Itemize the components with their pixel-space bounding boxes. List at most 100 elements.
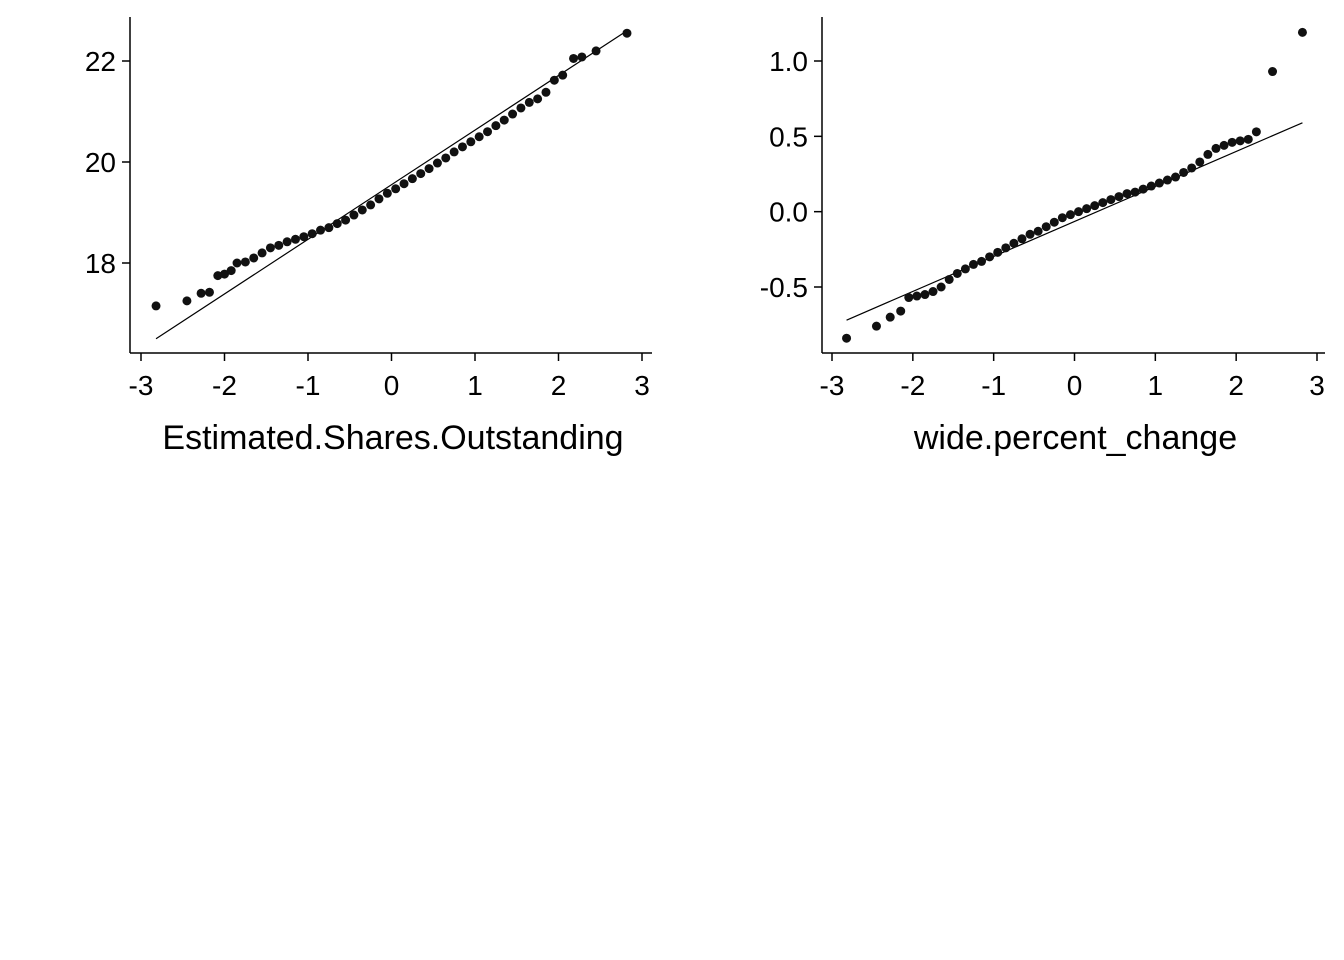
qq-point — [204, 287, 214, 297]
qq-point — [1017, 234, 1027, 244]
qq-point — [993, 247, 1003, 257]
qq-point — [516, 103, 526, 113]
qq-point — [249, 253, 259, 263]
qq-point — [558, 70, 568, 80]
qq-point — [1041, 222, 1051, 232]
y-tick-label: 0.5 — [769, 121, 808, 152]
x-tick-label: 1 — [467, 370, 483, 401]
qq-point — [483, 127, 493, 137]
qq-point — [591, 46, 601, 56]
qq-point — [499, 115, 509, 125]
qq-point — [341, 215, 351, 225]
qq-point — [424, 164, 434, 174]
qq-point — [541, 87, 551, 97]
qq-point — [1243, 134, 1253, 144]
qq-point — [1154, 178, 1164, 188]
qq-point — [936, 282, 946, 292]
qq-point — [885, 312, 895, 322]
qq-point — [374, 194, 384, 204]
x-tick-label: -1 — [981, 370, 1006, 401]
qq-point — [491, 121, 501, 131]
qq-point — [1187, 163, 1197, 173]
qq-point — [1268, 67, 1278, 77]
qq-point — [977, 256, 987, 266]
qq-point — [391, 184, 401, 194]
qq-point — [1251, 127, 1261, 137]
qq-point — [1082, 204, 1092, 214]
qq-point — [1033, 226, 1043, 236]
x-tick-label: -3 — [820, 370, 845, 401]
qq-point — [382, 188, 392, 198]
y-tick-label: -0.5 — [760, 272, 808, 303]
qq-point — [1122, 189, 1132, 199]
qq-point — [577, 52, 587, 62]
qq-point — [524, 97, 534, 107]
qq-point — [282, 237, 292, 247]
qq-point — [549, 75, 559, 85]
qq-point — [441, 153, 451, 163]
qq-point — [1235, 136, 1245, 146]
qq-point — [920, 290, 930, 300]
qq-point — [842, 333, 852, 343]
qq-point — [1090, 201, 1100, 211]
x-tick-label: -2 — [212, 370, 237, 401]
qq-point — [316, 225, 326, 235]
x-tick-label: 3 — [1309, 370, 1325, 401]
qq-plot-wide-percent-change: -3 -2 -1 0 1 2 3 -0.5 0.0 0.5 1.0 wide.percent_chan… — [760, 17, 1325, 457]
qq-point — [240, 257, 250, 267]
qq-point — [1179, 167, 1189, 177]
qq-point — [265, 243, 275, 253]
qq-point — [1146, 181, 1156, 191]
qq-plot-estimated-shares-outstanding: -3 -2 -1 0 1 2 3 18 20 22 Estimated.Shares.Outstan… — [85, 17, 652, 457]
y-tick-label: 18 — [85, 248, 116, 279]
qq-point — [1001, 243, 1011, 253]
qq-point — [299, 232, 309, 242]
x-tick-label: 2 — [1228, 370, 1244, 401]
qq-point — [1162, 175, 1172, 185]
y-tick-label: 22 — [85, 46, 116, 77]
qq-point — [220, 269, 229, 279]
qq-point — [196, 288, 206, 298]
qq-point — [904, 293, 914, 303]
qq-point — [896, 306, 906, 316]
qq-point — [1074, 207, 1084, 217]
qq-point — [357, 205, 367, 215]
qq-point — [151, 301, 161, 311]
qq-point — [1009, 238, 1019, 248]
qq-point — [332, 219, 342, 229]
qq-point — [307, 229, 317, 239]
qq-point — [449, 147, 459, 157]
qq-point — [1065, 210, 1075, 220]
x-tick-label: 2 — [551, 370, 567, 401]
qq-point — [1171, 172, 1181, 182]
qq-point — [928, 287, 938, 297]
qq-point — [290, 234, 300, 244]
qq-point — [622, 28, 632, 38]
qq-point — [1297, 27, 1307, 37]
x-axis-title: wide.percent_change — [913, 419, 1237, 457]
qq-point — [1057, 213, 1067, 223]
x-tick-label: 3 — [634, 370, 650, 401]
qq-point — [1049, 217, 1059, 227]
qq-point — [871, 321, 881, 331]
qq-reference-line — [846, 122, 1303, 321]
qq-point — [182, 296, 192, 306]
qq-point — [1203, 149, 1213, 159]
qq-point — [416, 169, 426, 179]
qq-point — [257, 248, 267, 258]
qq-point — [407, 174, 417, 184]
qq-point — [1227, 137, 1237, 147]
qq-point — [474, 132, 484, 142]
qq-point — [457, 142, 467, 152]
qq-point — [1114, 192, 1124, 202]
x-tick-label: 0 — [1067, 370, 1083, 401]
qq-point — [1098, 198, 1108, 208]
qq-point — [232, 258, 242, 268]
qq-point — [366, 200, 376, 210]
y-tick-label: 0.0 — [769, 197, 808, 228]
qq-point — [533, 94, 543, 104]
x-tick-label: -2 — [900, 370, 925, 401]
qq-point — [944, 274, 954, 284]
x-tick-label: -3 — [129, 370, 154, 401]
qq-point — [1195, 157, 1205, 167]
